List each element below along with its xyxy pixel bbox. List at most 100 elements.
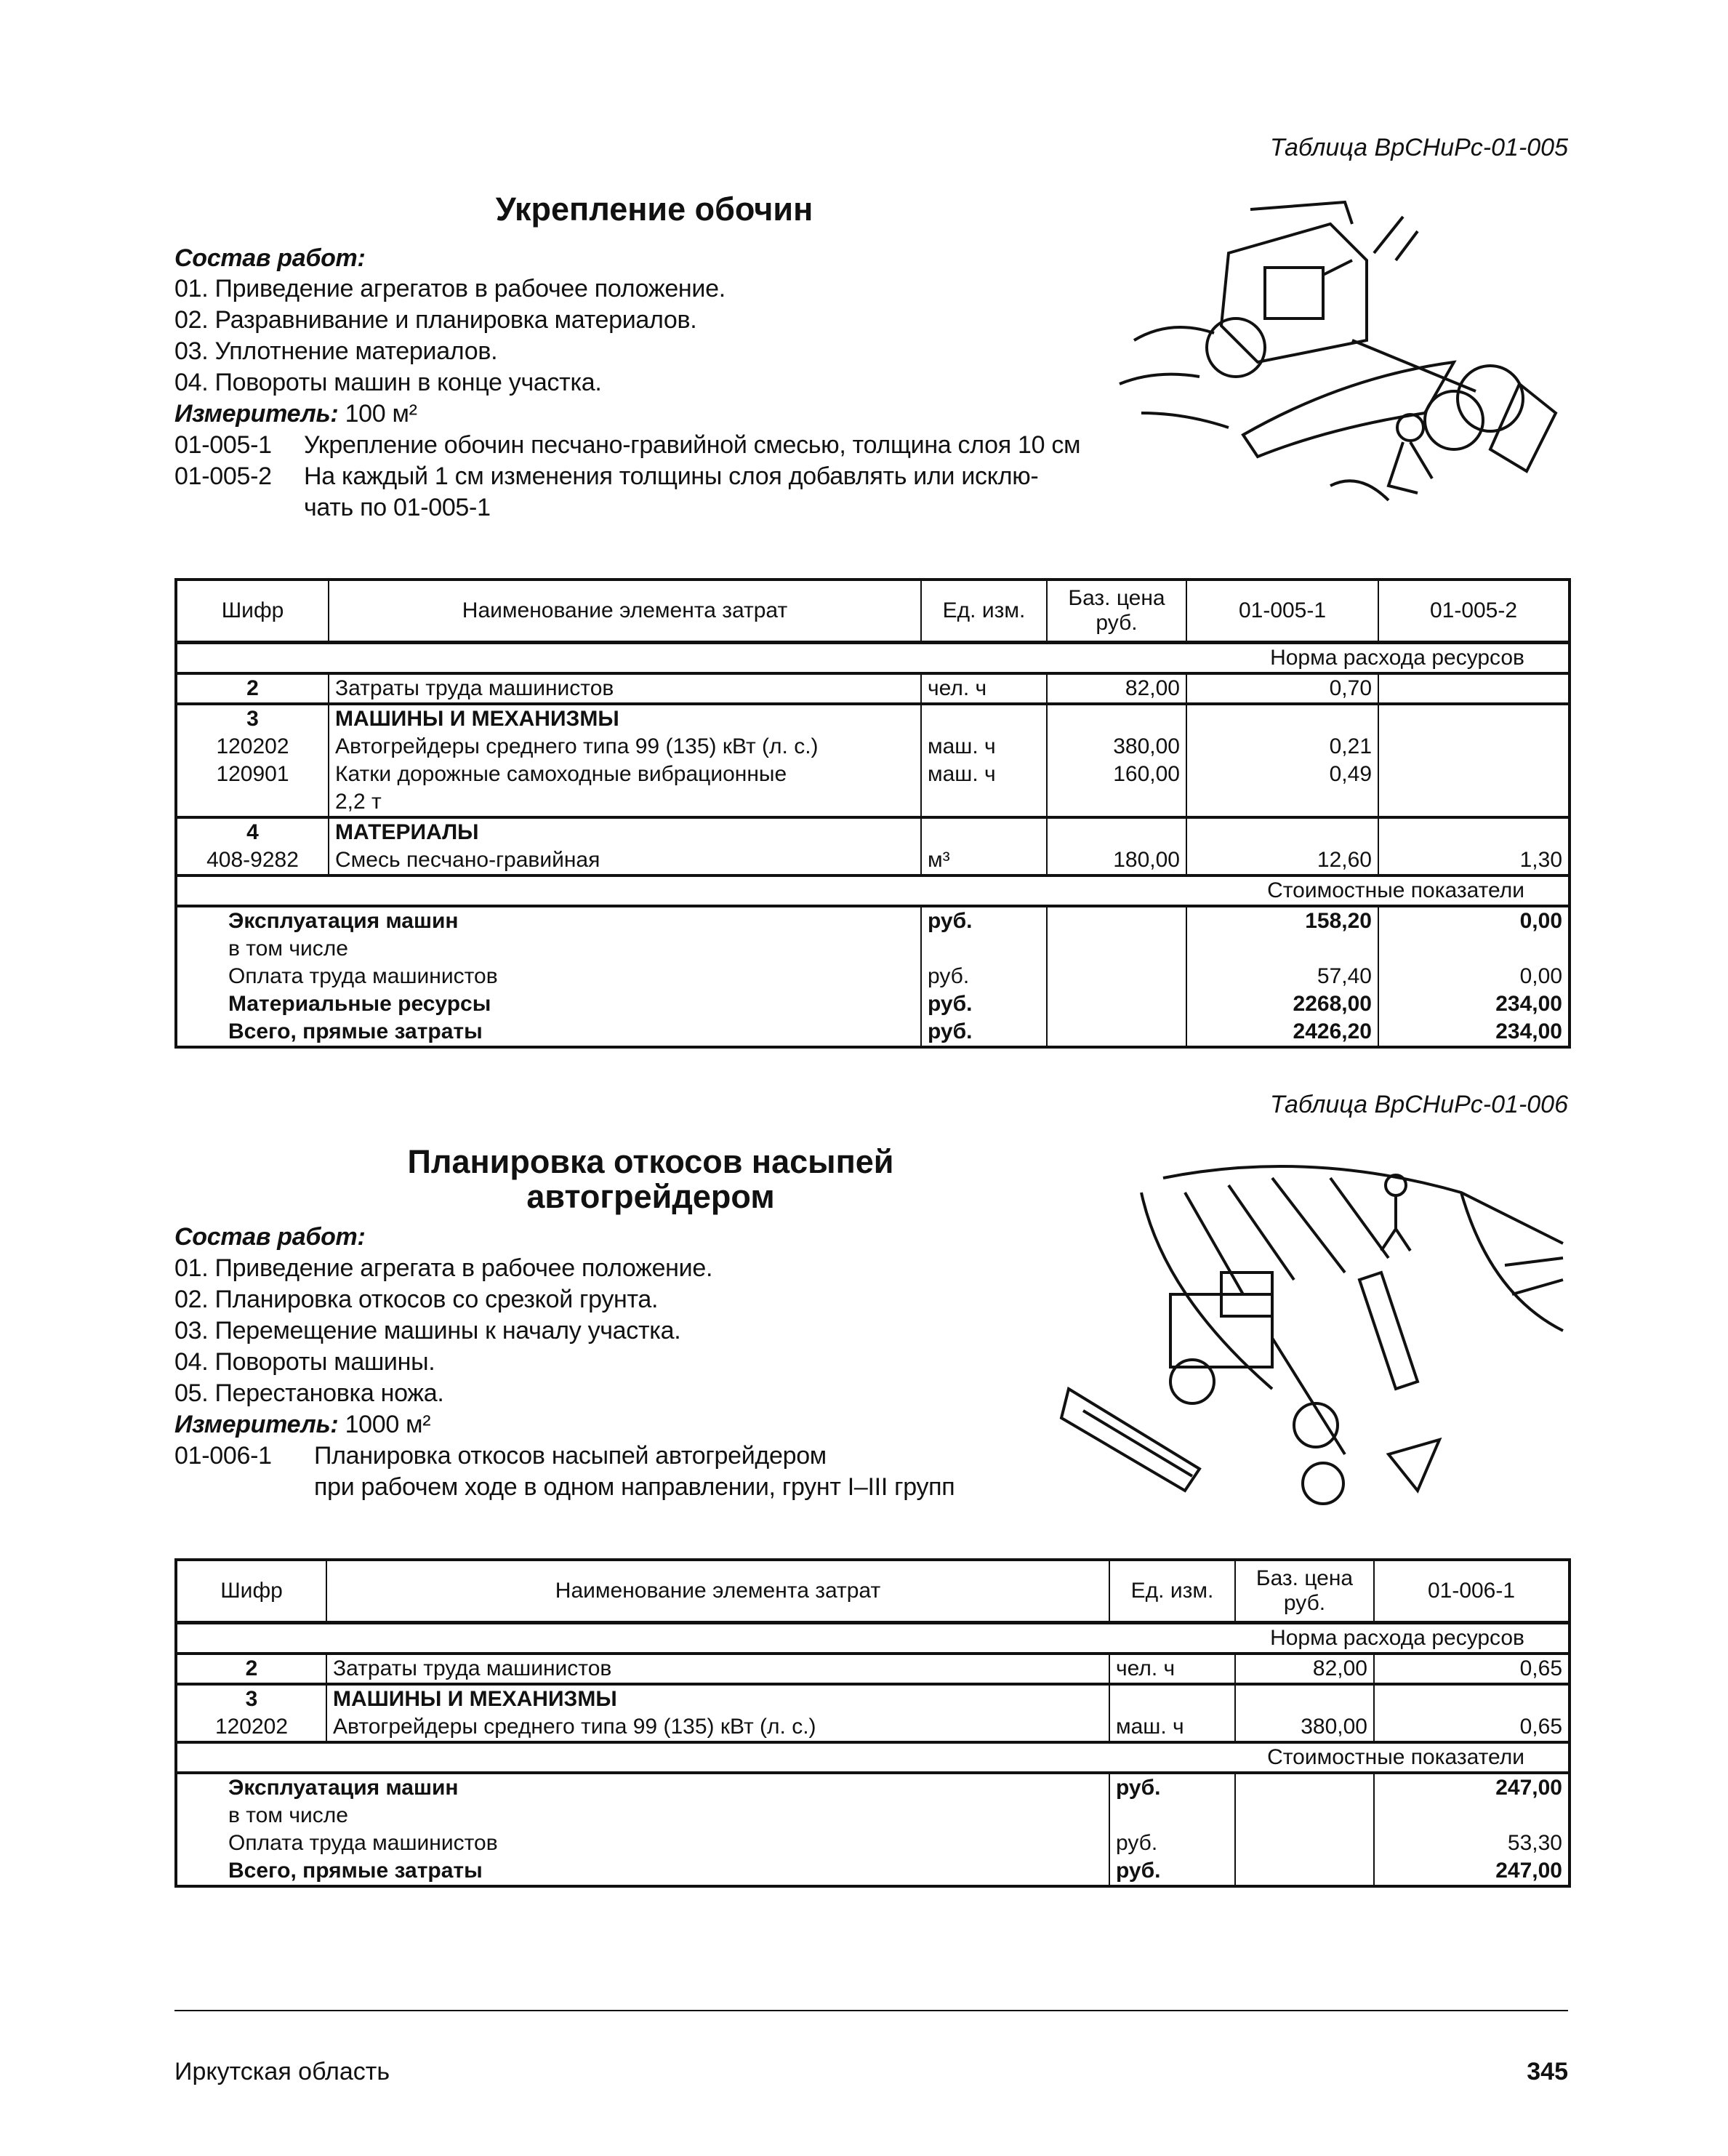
resource-name: Затраты труда машинистов (326, 1652, 1109, 1684)
resource-name: Затраты труда машинистов (328, 672, 921, 704)
meter-label: Измеритель: (174, 400, 339, 428)
cost-value: 158,20 (1186, 905, 1378, 935)
resource-code: 408-9282 (206, 848, 299, 872)
table-row: 408-9282 Смесь песчано-гравийная м³ 180,00 1… (176, 846, 1570, 875)
unit: маш. ч (920, 761, 1047, 788)
table-reference: Таблица ВрСНиРс-01-005 (1269, 134, 1568, 161)
resource-name: 2,2 т (328, 788, 921, 817)
resource-name: Автогрейдеры среднего типа 99 (135) кВт … (328, 733, 921, 761)
summary-row: Оплата труда машинистов руб. 53,30 (176, 1830, 1570, 1857)
cost-value: 234,00 (1378, 1018, 1570, 1047)
summary-row: Эксплуатация машин руб. 158,20 0,00 (176, 905, 1570, 935)
work-step: 04. Повороты машины. (174, 1348, 435, 1376)
work-composition-label: Состав работ: (174, 1223, 366, 1251)
autograder-on-slope-icon (1059, 1165, 1564, 1505)
column-header: 01-006-1 (1373, 1560, 1570, 1624)
norm-section-label: Норма расхода ресурсов (176, 1621, 1570, 1654)
table-reference: Таблица ВрСНиРс-01-006 (1269, 1091, 1568, 1118)
resource-name: Смесь песчано-гравийная (328, 846, 921, 875)
norm-value: 0,65 (1373, 1713, 1570, 1742)
norm-text: Планировка откосов насыпей автогрейдером (314, 1442, 827, 1470)
resource-name: Катки дорожные самоходные вибрационные (328, 761, 921, 788)
norm-value (1378, 672, 1570, 704)
cost-value: 0,00 (1378, 963, 1570, 990)
work-step: 01. Приведение агрегатов в рабочее полож… (174, 275, 726, 302)
norm-text-continuation: при рабочем ходе в одном направлении, гр… (314, 1473, 955, 1501)
summary-row: Эксплуатация машин руб. 247,00 (176, 1771, 1570, 1802)
footer-region: Иркутская область (174, 2058, 390, 2085)
summary-label: Эксплуатация машин (176, 1771, 1109, 1802)
summary-row: Оплата труда машинистов руб. 57,40 0,00 (176, 963, 1570, 990)
summary-label: Оплата труда машинистов (228, 1831, 498, 1855)
norm-item: 01-006-1 Планировка откосов насыпей автог… (174, 1440, 827, 1472)
summary-label: Эксплуатация машин (176, 905, 921, 935)
cost-section-label-row: Стоимостные показатели (176, 874, 1570, 906)
work-step: 03. Перемещение машины к началу участка. (174, 1317, 681, 1345)
table-row: 3 МАШИНЫ И МЕХАНИЗМЫ (176, 702, 1570, 733)
cost-section-label: Стоимостные показатели (176, 1741, 1570, 1773)
base-price (1046, 816, 1186, 846)
norm-value: 1,30 (1378, 846, 1570, 875)
cost-section-label: Стоимостные показатели (176, 874, 1570, 906)
column-header: Ед. изм. (920, 580, 1047, 644)
unit (920, 816, 1047, 846)
norm-section-label: Норма расхода ресурсов (176, 641, 1570, 673)
unit: маш. ч (920, 733, 1047, 761)
table-row: 120202 Автогрейдеры среднего типа 99 (135… (176, 733, 1570, 761)
norm-code: 01-005-2 (174, 462, 272, 490)
cost-value (1186, 935, 1378, 963)
norm-value (1373, 1683, 1570, 1713)
norm-text: На каждый 1 см изменения толщины слоя до… (304, 462, 1039, 490)
resource-code: 2 (176, 1652, 326, 1684)
work-step: 02. Планировка откосов со срезкой грунта… (174, 1286, 659, 1313)
column-header: Шифр (176, 580, 329, 644)
table-row: 120901 Катки дорожные самоходные вибрацио… (176, 761, 1570, 788)
norm-value: 0,21 (1186, 733, 1378, 761)
norm-text: Укрепление обочин песчано-гравийной смес… (304, 431, 1081, 459)
meter-label: Измеритель: (174, 1411, 339, 1438)
page-number: 345 (1527, 2058, 1568, 2085)
column-header: Шифр (176, 1560, 326, 1624)
header-row: Шифр Наименование элемента затрат Ед. изм.… (176, 580, 1570, 644)
cost-section-label-row: Стоимостные показатели (176, 1741, 1570, 1773)
unit: чел. ч (1109, 1652, 1235, 1684)
norm-item: 01-005-1 Укрепление обочин песчано-гравий… (174, 430, 1081, 461)
cost-value: 2268,00 (1186, 990, 1378, 1018)
base-price (1234, 1830, 1374, 1857)
base-price: 82,00 (1046, 672, 1186, 704)
resource-code: 120202 (216, 734, 289, 758)
unit: руб. (920, 905, 1047, 935)
column-header: 01-005-1 (1186, 580, 1378, 644)
summary-label: Всего, прямые затраты (228, 1859, 483, 1883)
section-title: Укрепление обочин (495, 191, 813, 228)
resource-code: 3 (176, 702, 329, 733)
column-header: Наименование элемента затрат (326, 1560, 1109, 1624)
norm-code: 01-005-1 (174, 431, 272, 459)
norm-value (1378, 733, 1570, 761)
resource-code: 120901 (216, 762, 289, 786)
base-price (1234, 1857, 1374, 1886)
resource-norm-table-01-006: Шифр Наименование элемента затрат Ед. изм.… (174, 1558, 1571, 1888)
base-price (1046, 935, 1186, 963)
cost-value (1373, 1802, 1570, 1830)
column-header: Наименование элемента затрат (328, 580, 921, 644)
unit (1109, 1802, 1235, 1830)
base-price (1046, 1018, 1186, 1047)
cost-value: 234,00 (1378, 990, 1570, 1018)
resource-norm-table-01-005: Шифр Наименование элемента затрат Ед. изм.… (174, 578, 1571, 1049)
cost-value: 0,00 (1378, 905, 1570, 935)
summary-label: в том числе (228, 937, 348, 961)
autograder-with-roller-icon (1119, 200, 1558, 502)
unit (920, 788, 1047, 817)
cost-value: 57,40 (1186, 963, 1378, 990)
meter: Измеритель: 100 м² (174, 398, 417, 430)
table-row: 120202 Автогрейдеры среднего типа 99 (135… (176, 1713, 1570, 1742)
summary-label: Материальные ресурсы (228, 992, 491, 1016)
table-row: 3 МАШИНЫ И МЕХАНИЗМЫ (176, 1683, 1570, 1713)
norm-value (1378, 702, 1570, 733)
work-step: 01. Приведение агрегата в рабочее положе… (174, 1254, 713, 1282)
unit: руб. (920, 963, 1047, 990)
summary-label: Всего, прямые затраты (228, 1019, 483, 1043)
cost-value: 2426,20 (1186, 1018, 1378, 1047)
resource-code: 120202 (214, 1715, 289, 1739)
